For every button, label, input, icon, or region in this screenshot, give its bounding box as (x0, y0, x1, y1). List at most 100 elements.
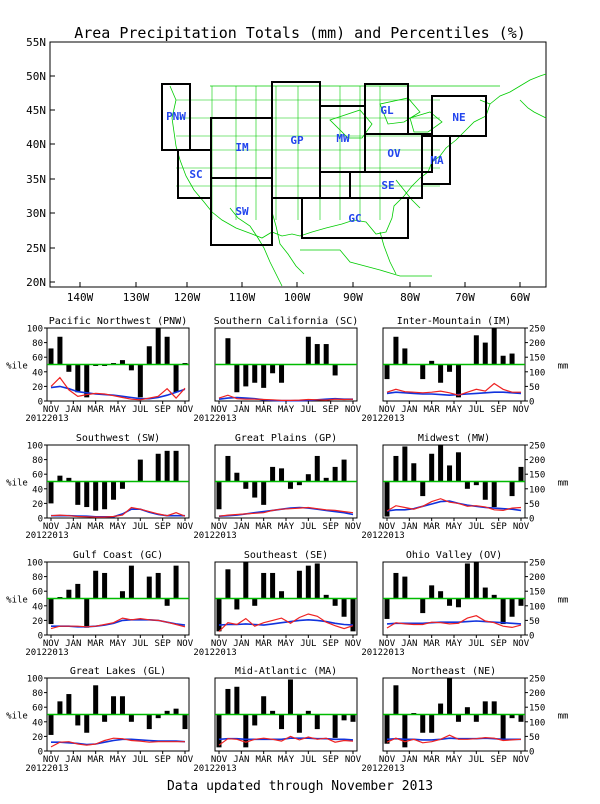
year-label: 20122013 (193, 414, 236, 424)
x-tick-label: MAY (446, 639, 463, 649)
y-left-tick-label: 0 (38, 515, 43, 525)
x-tick-label: JAN (233, 639, 249, 649)
region-label-im: IM (235, 141, 249, 154)
x-tick-label: NOV (379, 522, 396, 532)
y-left-tick-label: 60 (32, 704, 43, 714)
y-right-tick-label: 50 (529, 617, 540, 627)
percentile-bar (296, 714, 302, 733)
x-tick-label: SEP (323, 522, 340, 532)
percentile-bar (287, 481, 293, 489)
panel-grid: Pacific Northwest (PNW) NOV JAN MAR MAY JUL SE… (6, 316, 568, 774)
x-tick-label: MAY (110, 522, 127, 532)
lon-tick-label: 120W (174, 291, 201, 304)
lon-tick-label: 100W (284, 291, 311, 304)
x-tick-label: NOV (379, 405, 396, 415)
x-tick-label: NOV (211, 755, 228, 765)
x-tick-label: NOV (211, 522, 228, 532)
percentile-bar (384, 714, 390, 744)
percentile-bar (173, 565, 179, 599)
region-box (301, 197, 409, 239)
y-left-tick-label: 0 (38, 748, 43, 758)
year-label: 20122013 (193, 764, 236, 774)
percentile-bar (473, 562, 479, 599)
year-label: 20122013 (25, 648, 68, 658)
coast-line (519, 99, 547, 119)
percentile-bar (155, 572, 161, 599)
percentile-bar (455, 452, 461, 482)
chart-title: Southern California (SC) (214, 316, 359, 327)
percentile-bar (111, 481, 117, 500)
y-left-axis-label: %ile (6, 362, 28, 372)
percentile-bar (420, 598, 426, 614)
y-left-tick-label: 60 (32, 588, 43, 598)
chart-panel: Inter-Mountain (IM) NOV JAN MAR MAY JUL SEP NOV… (361, 316, 568, 424)
percentile-bar (314, 563, 320, 599)
percentile-bar (473, 481, 479, 486)
percentile-bar (252, 364, 258, 383)
region-label-gc: GC (348, 212, 361, 225)
percentile-bar (84, 481, 90, 508)
x-tick-label: NOV (345, 522, 362, 532)
percentile-bar (314, 714, 320, 730)
percentile-bar (234, 686, 240, 715)
percentile-bar (84, 598, 90, 628)
chart-title: Inter-Mountain (IM) (397, 316, 511, 327)
x-tick-label: JUL (300, 755, 316, 765)
percentile-bar (279, 364, 285, 383)
region-label-se: SE (381, 179, 394, 192)
x-tick-label: MAY (110, 639, 127, 649)
x-tick-label: JAN (233, 405, 249, 415)
normal-precip-line (218, 618, 354, 626)
x-tick-label: JUL (468, 755, 484, 765)
y-right-axis-label: mm (558, 362, 569, 372)
percentile-bar (225, 455, 231, 482)
lat-tick-label: 20N (26, 276, 46, 289)
percentile-bar (173, 708, 179, 715)
lon-tick-label: 70W (455, 291, 475, 304)
year-label: 20122013 (361, 648, 404, 658)
y-right-tick-label: 200 (529, 689, 545, 699)
lon-tick-label: 130W (123, 291, 150, 304)
x-tick-label: MAR (88, 755, 105, 765)
lon-tick-label: 60W (510, 291, 530, 304)
percentile-bar (57, 336, 63, 365)
y-right-tick-label: 200 (529, 573, 545, 583)
percentile-bar (350, 598, 356, 632)
region-box (431, 95, 487, 137)
percentile-bar (509, 481, 515, 497)
percentile-bar (137, 364, 143, 398)
percentile-bar (252, 598, 258, 606)
x-tick-label: JAN (65, 755, 81, 765)
chart-panel: Pacific Northwest (PNW) NOV JAN MAR MAY JUL SE… (6, 316, 194, 424)
percentile-bar (75, 714, 81, 726)
percentile-bar (234, 598, 240, 610)
percentile-bar (252, 714, 258, 726)
percentile-bar (500, 598, 506, 625)
lat-tick-label: 45N (26, 104, 46, 117)
x-tick-label: JUL (132, 405, 148, 415)
x-tick-label: JUL (132, 755, 148, 765)
chart-title: Southeast (SE) (244, 550, 328, 561)
y-right-tick-label: 50 (529, 383, 540, 393)
percentile-bar (216, 481, 222, 510)
y-right-tick-label: 50 (529, 733, 540, 743)
percentile-bar (447, 364, 453, 372)
observed-precip-line (386, 382, 521, 396)
year-label: 20122013 (193, 531, 236, 541)
percentile-bar (447, 598, 453, 606)
normal-precip-line (386, 620, 522, 625)
percentile-bar (393, 572, 399, 599)
percentile-bar (216, 714, 222, 748)
percentile-bar (305, 710, 311, 715)
x-tick-label: SEP (155, 405, 172, 415)
x-tick-label: NOV (379, 755, 396, 765)
percentile-bar (482, 481, 488, 500)
x-tick-label: NOV (43, 405, 60, 415)
percentile-bar (279, 468, 285, 482)
x-tick-label: MAY (446, 405, 463, 415)
percentile-bar (323, 344, 329, 365)
percentile-bar (491, 328, 497, 365)
percentile-bar (332, 598, 338, 606)
percentile-bar (270, 710, 276, 715)
